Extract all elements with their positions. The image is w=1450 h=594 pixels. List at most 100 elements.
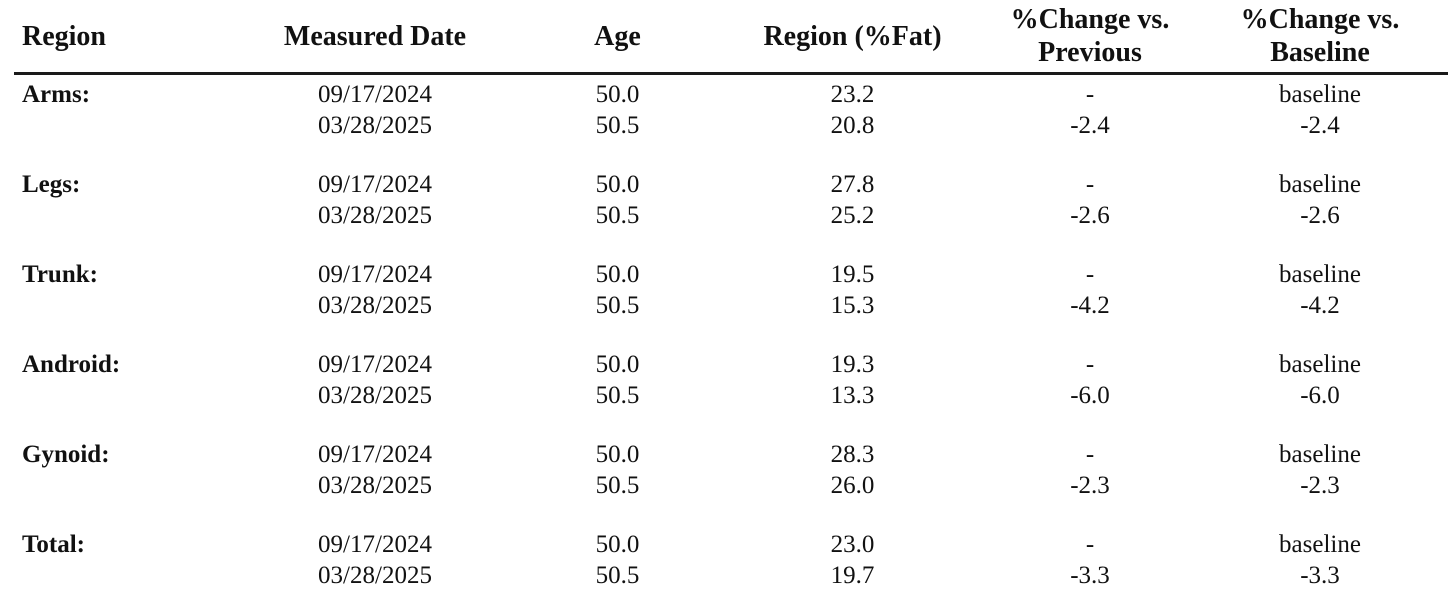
table-row: Legs: 09/17/2024 50.0 27.8 - baseline [0, 169, 1450, 200]
change-vs-baseline-cell: -2.6 [1300, 202, 1340, 229]
change-vs-baseline-cell: baseline [1279, 441, 1361, 468]
column-header-measured-date-label: Measured Date [283, 20, 467, 52]
column-header-region-fat: Region (%Fat) [715, 0, 990, 72]
change-vs-baseline-cell: -4.2 [1300, 292, 1340, 319]
change-vs-baseline-cell: -3.3 [1300, 562, 1340, 589]
age-cell: 50.0 [595, 441, 640, 468]
region-group: Android: 09/17/2024 50.0 19.3 - baseline… [0, 349, 1450, 411]
region-fat-cell: 15.3 [830, 292, 875, 319]
table-row: 03/28/2025 50.5 26.0 -2.3 -2.3 [0, 470, 1450, 501]
table-row: 03/28/2025 50.5 13.3 -6.0 -6.0 [0, 380, 1450, 411]
table-row: 03/28/2025 50.5 25.2 -2.6 -2.6 [0, 200, 1450, 231]
measured-date-cell: 09/17/2024 [318, 171, 432, 198]
change-vs-baseline-cell: -2.3 [1300, 472, 1340, 499]
column-header-change-vs-baseline: %Change vs. Baseline [1190, 0, 1450, 72]
change-vs-previous-cell: -4.2 [1070, 292, 1110, 319]
change-vs-previous-cell: - [1085, 261, 1095, 288]
table-row: Arms: 09/17/2024 50.0 23.2 - baseline [0, 79, 1450, 110]
age-cell: 50.5 [595, 472, 640, 499]
age-cell: 50.0 [595, 531, 640, 558]
region-label: Total: [22, 531, 85, 558]
change-vs-previous-cell: - [1085, 441, 1095, 468]
column-header-region-fat-label: Region (%Fat) [763, 20, 942, 52]
age-cell: 50.0 [595, 81, 640, 108]
measured-date-cell: 03/28/2025 [318, 382, 432, 409]
region-fat-cell: 19.3 [830, 351, 875, 378]
table-row: 03/28/2025 50.5 20.8 -2.4 -2.4 [0, 110, 1450, 141]
measured-date-cell: 09/17/2024 [318, 81, 432, 108]
region-label: Gynoid: [22, 441, 110, 468]
region-group: Gynoid: 09/17/2024 50.0 28.3 - baseline … [0, 439, 1450, 501]
measured-date-cell: 03/28/2025 [318, 112, 432, 139]
region-fat-cell: 28.3 [830, 441, 875, 468]
column-header-region-label: Region [22, 20, 106, 52]
region-fat-cell: 25.2 [830, 202, 875, 229]
change-vs-baseline-cell: -6.0 [1300, 382, 1340, 409]
column-header-change-vs-baseline-line2: Baseline [1270, 37, 1370, 68]
region-group: Trunk: 09/17/2024 50.0 19.5 - baseline 0… [0, 259, 1450, 321]
region-label: Legs: [22, 171, 81, 198]
region-group: Arms: 09/17/2024 50.0 23.2 - baseline 03… [0, 79, 1450, 141]
age-cell: 50.5 [595, 562, 640, 589]
region-label: Trunk: [22, 261, 98, 288]
region-fat-cell: 19.7 [830, 562, 875, 589]
region-fat-cell: 23.0 [830, 531, 875, 558]
column-header-region: Region [0, 0, 230, 72]
header-divider-rule [14, 72, 1448, 75]
age-cell: 50.0 [595, 261, 640, 288]
change-vs-baseline-cell: -2.4 [1300, 112, 1340, 139]
change-vs-previous-cell: -2.4 [1070, 112, 1110, 139]
table-body: Arms: 09/17/2024 50.0 23.2 - baseline 03… [0, 75, 1450, 591]
column-header-change-vs-previous-line2: Previous [1038, 37, 1142, 68]
age-cell: 50.5 [595, 202, 640, 229]
table-header-row: Region Measured Date Age Region (%Fat) %… [0, 0, 1450, 72]
age-cell: 50.5 [595, 112, 640, 139]
change-vs-previous-cell: -3.3 [1070, 562, 1110, 589]
measured-date-cell: 09/17/2024 [318, 531, 432, 558]
region-label: Arms: [22, 81, 91, 108]
table-row: Total: 09/17/2024 50.0 23.0 - baseline [0, 529, 1450, 560]
column-header-change-vs-previous-line1: %Change vs. [1010, 4, 1170, 35]
change-vs-baseline-cell: baseline [1279, 261, 1361, 288]
region-group: Total: 09/17/2024 50.0 23.0 - baseline 0… [0, 529, 1450, 591]
region-fat-cell: 20.8 [830, 112, 875, 139]
age-cell: 50.5 [595, 382, 640, 409]
change-vs-baseline-cell: baseline [1279, 81, 1361, 108]
age-cell: 50.0 [595, 171, 640, 198]
region-label: Android: [22, 351, 121, 378]
change-vs-baseline-cell: baseline [1279, 351, 1361, 378]
age-cell: 50.0 [595, 351, 640, 378]
column-header-age: Age [520, 0, 715, 72]
region-fat-cell: 27.8 [830, 171, 875, 198]
change-vs-baseline-cell: baseline [1279, 171, 1361, 198]
table-row: Gynoid: 09/17/2024 50.0 28.3 - baseline [0, 439, 1450, 470]
measured-date-cell: 09/17/2024 [318, 261, 432, 288]
table-row: Trunk: 09/17/2024 50.0 19.5 - baseline [0, 259, 1450, 290]
column-header-measured-date: Measured Date [230, 0, 520, 72]
table-row: Android: 09/17/2024 50.0 19.3 - baseline [0, 349, 1450, 380]
column-header-change-vs-previous: %Change vs. Previous [990, 0, 1190, 72]
measured-date-cell: 03/28/2025 [318, 292, 432, 319]
change-vs-previous-cell: -2.3 [1070, 472, 1110, 499]
change-vs-previous-cell: - [1085, 81, 1095, 108]
region-fat-cell: 13.3 [830, 382, 875, 409]
change-vs-previous-cell: - [1085, 171, 1095, 198]
table-row: 03/28/2025 50.5 19.7 -3.3 -3.3 [0, 560, 1450, 591]
change-vs-previous-cell: -6.0 [1070, 382, 1110, 409]
change-vs-baseline-cell: baseline [1279, 531, 1361, 558]
measured-date-cell: 03/28/2025 [318, 472, 432, 499]
measured-date-cell: 09/17/2024 [318, 351, 432, 378]
region-fat-cell: 26.0 [830, 472, 875, 499]
table-row: 03/28/2025 50.5 15.3 -4.2 -4.2 [0, 290, 1450, 321]
region-fat-cell: 23.2 [830, 81, 875, 108]
column-header-change-vs-baseline-line1: %Change vs. [1240, 4, 1400, 35]
change-vs-previous-cell: - [1085, 351, 1095, 378]
change-vs-previous-cell: -2.6 [1070, 202, 1110, 229]
column-header-age-label: Age [594, 20, 641, 52]
measured-date-cell: 03/28/2025 [318, 202, 432, 229]
age-cell: 50.5 [595, 292, 640, 319]
change-vs-previous-cell: - [1085, 531, 1095, 558]
measured-date-cell: 03/28/2025 [318, 562, 432, 589]
measured-date-cell: 09/17/2024 [318, 441, 432, 468]
